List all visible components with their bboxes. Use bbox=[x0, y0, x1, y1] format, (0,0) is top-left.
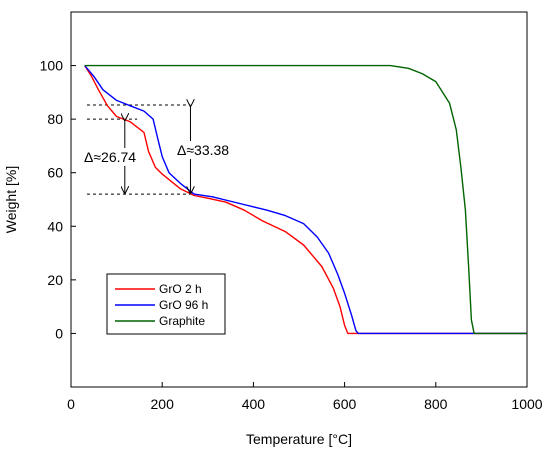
legend-label-gro-2h: GrO 2 h bbox=[159, 282, 202, 296]
y-tick-label: 80 bbox=[47, 111, 63, 127]
y-tick-label: 40 bbox=[47, 218, 63, 234]
annotation-1-text: Δ≈26.74 bbox=[84, 149, 136, 165]
x-axis-label: Temperature [°C] bbox=[246, 431, 352, 447]
y-axis-ticks: 0 20 40 60 80 100 bbox=[40, 58, 76, 341]
annotation-2-text: Δ≈33.38 bbox=[177, 142, 229, 158]
series-line-gro-96-h bbox=[84, 65, 527, 335]
x-tick-label: 1000 bbox=[511, 396, 542, 412]
series-line-graphite bbox=[84, 64, 527, 335]
y-axis-label: Weight [%] bbox=[3, 166, 19, 233]
legend-box bbox=[106, 273, 226, 335]
x-tick-label: 0 bbox=[67, 396, 75, 412]
annotation-1-text-bg bbox=[82, 148, 140, 166]
series-line-gro-2-h bbox=[84, 65, 527, 335]
y-tick-label: 100 bbox=[40, 58, 64, 74]
series-lines bbox=[84, 64, 527, 335]
legend-label-graphite: Graphite bbox=[159, 314, 205, 328]
x-tick-label: 400 bbox=[242, 396, 266, 412]
legend-label-gro-96h: GrO 96 h bbox=[159, 298, 208, 312]
x-tick-label: 200 bbox=[151, 396, 175, 412]
x-tick-label: 800 bbox=[424, 396, 448, 412]
y-tick-label: 0 bbox=[55, 325, 63, 341]
y-tick-label: 60 bbox=[47, 165, 63, 181]
legend: GrO 2 h GrO 96 h Graphite bbox=[106, 273, 226, 335]
annotation-2-text-bg bbox=[175, 141, 239, 159]
y-tick-label: 20 bbox=[47, 272, 63, 288]
dashed-guides bbox=[86, 104, 191, 195]
x-tick-label: 600 bbox=[333, 396, 357, 412]
x-axis-ticks: 0 200 400 600 800 1000 bbox=[67, 382, 543, 412]
